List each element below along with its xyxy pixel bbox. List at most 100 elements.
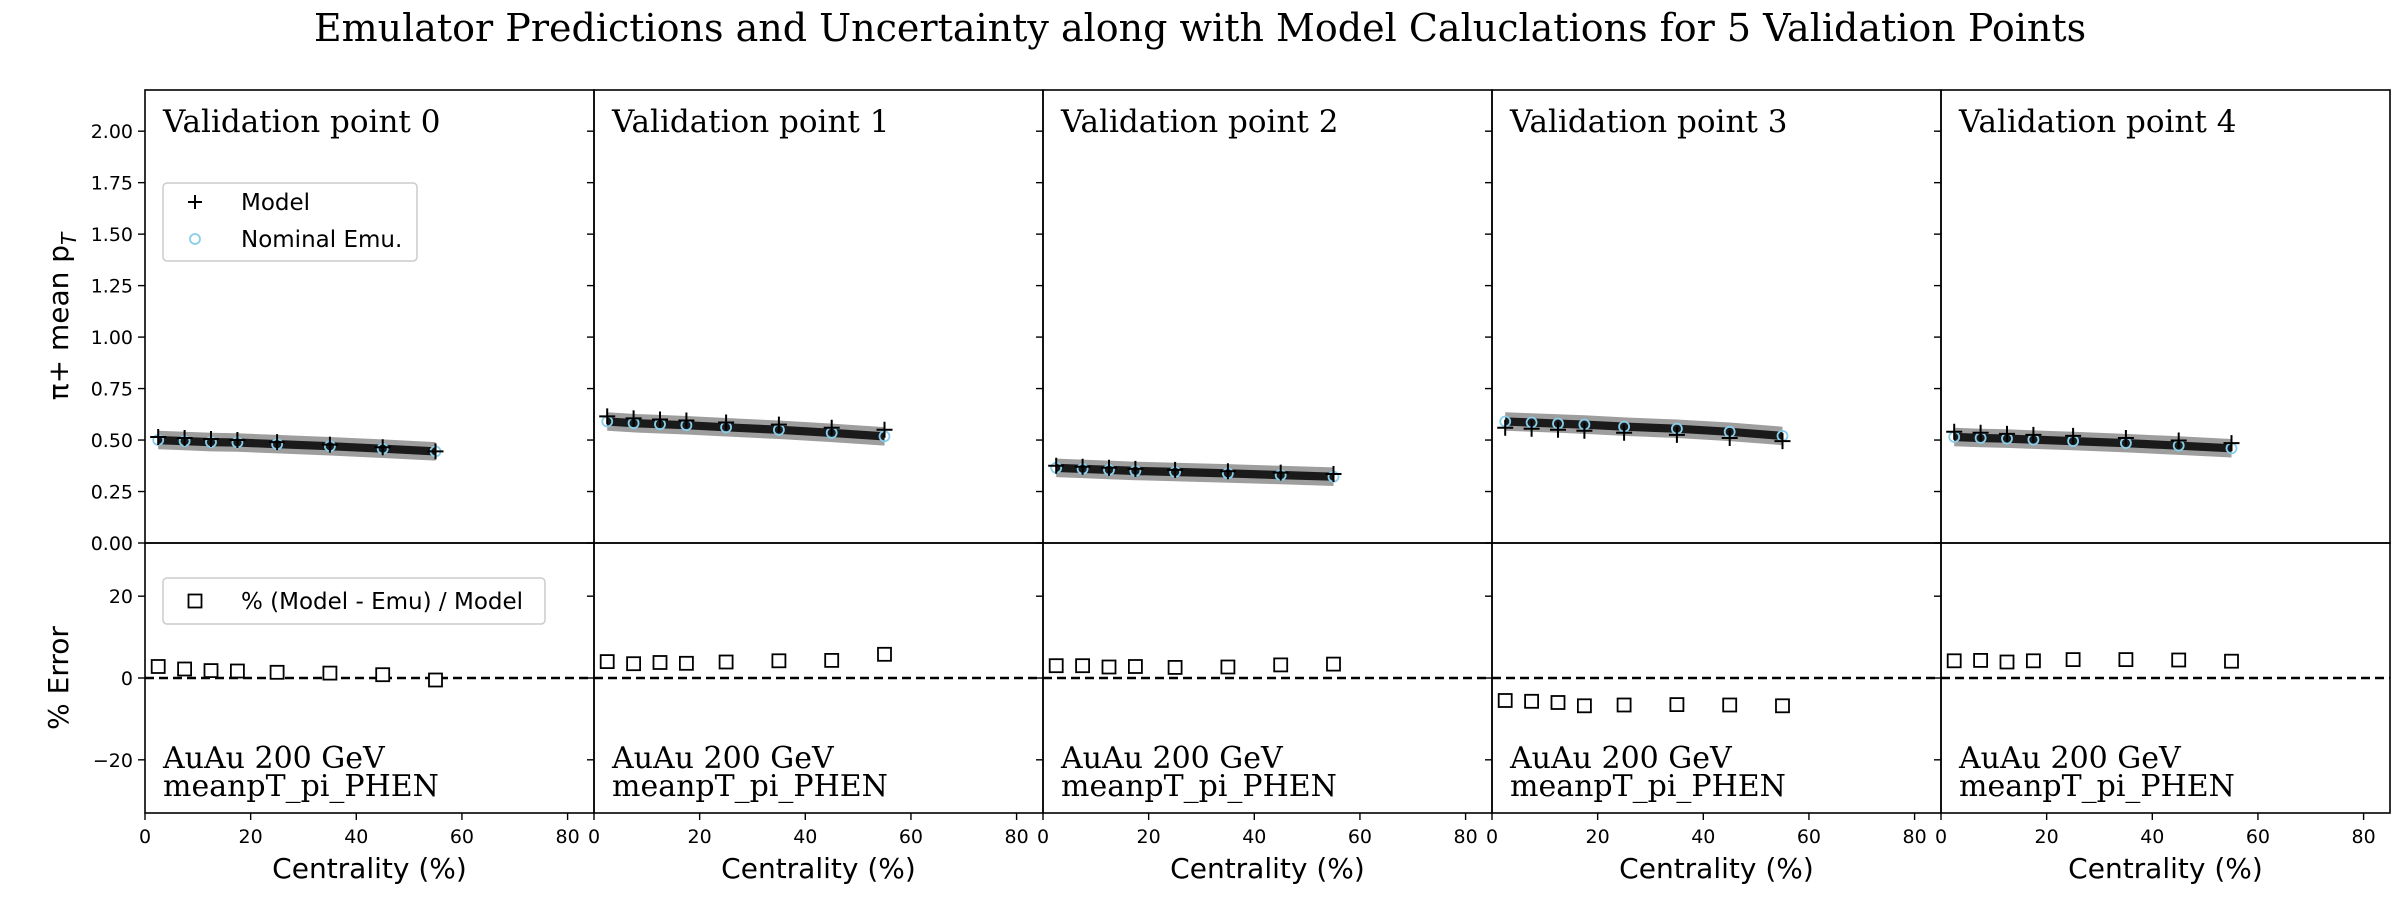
legend-model-marker: [188, 195, 202, 209]
percent-error-point: [824, 653, 840, 668]
top-y-tick-label: 1.50: [91, 224, 133, 246]
top-y-tick-label: 0.25: [91, 482, 133, 504]
x-tick-label: 20: [1137, 826, 1161, 848]
collision-label: AuAu 200 GeV: [611, 741, 835, 776]
percent-error-point: [2224, 653, 2239, 669]
model-point: [876, 421, 893, 438]
top-axes-frame: [1940, 89, 2391, 544]
x-tick-label: 20: [1586, 826, 1610, 848]
x-tick-label: 0: [1935, 826, 1947, 848]
top-y-tick-label: 1.75: [91, 173, 133, 195]
percent-error-point: [375, 667, 391, 683]
x-tick-label: 40: [1691, 826, 1715, 848]
model-point: [1219, 463, 1236, 480]
legend-error-marker: [187, 593, 203, 609]
percent-error-point: [599, 654, 615, 669]
x-tick-label: 60: [1348, 826, 1372, 848]
percent-error-point: [1973, 653, 1988, 668]
percent-error-point: [1775, 698, 1790, 714]
model-point: [1167, 461, 1184, 478]
emulator-band-inner: [1954, 432, 2232, 453]
x-tick-label: 0: [1037, 826, 1049, 848]
model-point: [1101, 459, 1117, 476]
x-tick-label: 0: [139, 826, 151, 848]
x-tick-label: 60: [1797, 826, 1821, 848]
observable-label: meanpT_pi_PHEN: [1959, 769, 2235, 804]
percent-error-point: [1101, 659, 1117, 675]
model-point: [1972, 424, 1989, 441]
top-y-axis-label: π+ mean pT: [42, 231, 81, 400]
percent-error-point: [1669, 697, 1685, 712]
bottom-legend-box: [162, 577, 546, 625]
x-tick-label: 20: [2035, 826, 2059, 848]
model-point: [1497, 419, 1514, 436]
percent-error-point: [1128, 659, 1143, 674]
model-point: [1946, 423, 1963, 440]
bottom-legend: % (Model - Emu) / Model: [162, 577, 546, 625]
percent-error-point: [177, 661, 193, 677]
model-point: [2223, 435, 2240, 452]
x-tick-label: 20: [239, 826, 263, 848]
percent-error-point: [1946, 653, 1962, 669]
model-point: [625, 410, 642, 427]
percent-error-point: [2171, 652, 2187, 668]
x-tick-label: 80: [1004, 826, 1028, 848]
model-point: [203, 431, 219, 447]
top-legend-box: [162, 182, 418, 262]
top-y-tick-label: 2.00: [91, 121, 133, 143]
x-tick-label: 0: [1486, 826, 1498, 848]
percent-error-point: [718, 654, 734, 670]
top-y-tick-label: 1.00: [91, 327, 133, 349]
percent-error-point: [652, 655, 668, 670]
model-point: [321, 436, 338, 453]
x-tick-label: 60: [2246, 826, 2270, 848]
top-y-axis-label-subscript: T: [57, 231, 81, 245]
percent-error-point: [1577, 698, 1592, 714]
x-axis-label: Centrality (%): [272, 852, 467, 885]
percent-error-point: [877, 646, 892, 662]
panel-title: Validation point 0: [162, 104, 440, 140]
bottom-y-tick-label: 0: [121, 668, 133, 690]
emulator-band-inner: [607, 417, 885, 441]
x-axis-label: Centrality (%): [1619, 852, 1814, 885]
top-legend: Model Nominal Emu.: [162, 182, 418, 262]
model-point: [374, 439, 391, 456]
top-axes-frame: [144, 89, 595, 544]
x-tick-label: 40: [344, 826, 368, 848]
model-point: [1999, 425, 2015, 442]
model-point: [1550, 421, 1566, 438]
x-tick-label: 60: [450, 826, 474, 848]
x-tick-label: 80: [555, 826, 579, 848]
percent-error-point: [1048, 658, 1064, 674]
percent-error-point: [626, 656, 641, 672]
percent-error-point: [2026, 653, 2041, 669]
panel-title: Validation point 1: [611, 104, 889, 140]
percent-error-point: [1497, 693, 1513, 708]
panel-0: 0.00 0.25 0.50 0.75 1.00 1.25 1.50 1.75 2.00 −20 0…: [91, 89, 595, 885]
model-point: [1127, 460, 1144, 477]
percent-error-point: [150, 659, 166, 674]
model-point: [1668, 426, 1685, 443]
panel-1: 0 20 40 60 80 Centrality (%) Validation point …: [587, 89, 1044, 885]
percent-error-point: [1722, 697, 1738, 713]
observable-label: meanpT_pi_PHEN: [163, 769, 439, 804]
legend-error-label: % (Model - Emu) / Model: [241, 589, 523, 615]
x-tick-label: 80: [1453, 826, 1477, 848]
top-y-axis-label-main: π+ mean p: [42, 245, 75, 400]
percent-error-point: [1999, 654, 2015, 670]
x-tick-label: 40: [793, 826, 817, 848]
model-point: [1074, 458, 1091, 475]
model-point: [1523, 420, 1540, 437]
top-y-tick-label: 0.75: [91, 379, 133, 401]
top-axes-frame: [593, 89, 1044, 544]
percent-error-point: [229, 663, 245, 679]
figure-title: Emulator Predictions and Uncertainty alo…: [313, 6, 2087, 50]
x-axis-label: Centrality (%): [721, 852, 916, 885]
x-tick-label: 40: [2140, 826, 2164, 848]
x-tick-label: 80: [1902, 826, 1926, 848]
model-point: [2170, 432, 2187, 449]
percent-error-point: [203, 663, 219, 678]
observable-label: meanpT_pi_PHEN: [1510, 769, 1786, 804]
